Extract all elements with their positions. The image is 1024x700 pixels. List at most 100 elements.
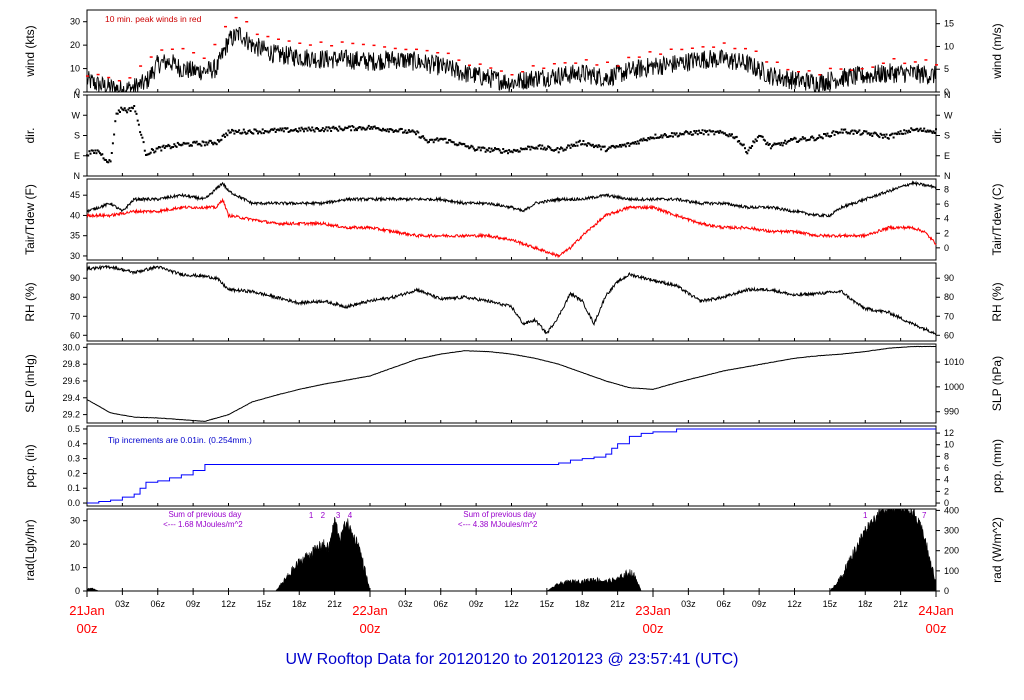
data-point-direction xyxy=(394,129,397,132)
data-point-direction xyxy=(399,127,402,130)
data-point-direction xyxy=(838,131,841,134)
data-point-direction xyxy=(885,133,888,136)
data-point-direction xyxy=(443,137,446,140)
data-point-direction xyxy=(623,143,626,146)
data-point-direction xyxy=(418,136,421,139)
right-tick-label-wind: 10 xyxy=(944,41,954,51)
data-point-direction xyxy=(687,132,690,135)
data-point-direction xyxy=(884,135,887,138)
data-point-direction xyxy=(787,140,790,142)
data-point-direction xyxy=(202,141,205,144)
data-point-direction xyxy=(297,130,300,133)
data-point-direction xyxy=(525,148,528,151)
data-point-direction xyxy=(305,127,308,130)
data-point-direction xyxy=(603,145,606,148)
data-point-peak xyxy=(446,52,450,55)
left-tick-label-rh: 80 xyxy=(70,292,80,302)
data-point-direction xyxy=(449,139,452,142)
data-point-direction xyxy=(137,123,140,126)
data-point-direction xyxy=(344,126,347,129)
data-point-direction xyxy=(315,127,318,129)
data-point-direction xyxy=(104,159,107,161)
data-point-peak xyxy=(754,50,758,52)
data-point-direction xyxy=(628,144,631,147)
data-point-direction xyxy=(162,144,165,147)
right-tick-label-slp: 1010 xyxy=(944,357,964,367)
data-point-direction xyxy=(278,129,281,132)
solar-hour-label: 7 xyxy=(922,511,927,520)
data-point-direction xyxy=(226,134,229,137)
data-point-direction xyxy=(488,147,491,150)
data-point-direction xyxy=(415,133,417,136)
data-point-direction xyxy=(219,139,222,142)
data-point-peak xyxy=(255,33,259,36)
x-tick-label: 15z xyxy=(540,599,555,609)
data-point-direction xyxy=(831,131,834,134)
data-point-direction xyxy=(903,129,906,132)
data-point-direction xyxy=(728,133,731,136)
data-point-direction xyxy=(262,132,265,135)
data-point-direction xyxy=(300,126,303,129)
data-point-direction xyxy=(391,129,394,132)
data-point-direction xyxy=(650,137,653,140)
left-tick-label-pcp: 0.2 xyxy=(67,468,80,478)
data-point-direction xyxy=(236,130,239,133)
data-point-direction xyxy=(419,136,422,139)
data-point-direction xyxy=(669,135,672,138)
left-tick-label-wind: 30 xyxy=(70,17,80,27)
data-point-direction xyxy=(145,154,147,156)
data-point-direction xyxy=(423,137,426,140)
x-tick-label: 03z xyxy=(681,599,696,609)
data-point-direction xyxy=(933,132,936,134)
left-tick-label-slp: 29.4 xyxy=(62,393,80,403)
data-point-direction xyxy=(281,127,284,130)
data-point-direction xyxy=(589,143,592,146)
data-point-direction xyxy=(703,129,706,132)
day-label-time: 00z xyxy=(643,621,664,636)
data-point-peak xyxy=(340,41,344,43)
panel-frame-slp xyxy=(86,343,937,424)
data-point-direction xyxy=(444,137,447,140)
data-point-direction xyxy=(636,140,639,143)
data-point-direction xyxy=(416,130,419,133)
data-point-direction xyxy=(528,145,531,148)
data-point-direction xyxy=(288,130,291,133)
data-point-direction xyxy=(353,129,356,132)
data-point-direction xyxy=(442,138,445,141)
data-point-direction xyxy=(130,106,133,109)
data-point-direction xyxy=(323,130,325,133)
data-point-direction xyxy=(692,133,695,136)
data-point-direction xyxy=(347,125,350,128)
data-point-direction xyxy=(249,131,252,134)
data-point-peak xyxy=(881,62,885,64)
data-point-direction xyxy=(718,131,720,134)
data-point-peak xyxy=(606,61,609,63)
data-point-direction xyxy=(696,133,699,136)
data-point-direction xyxy=(425,139,428,142)
x-tick-label: 06z xyxy=(716,599,731,609)
data-point-direction xyxy=(707,133,710,136)
data-point-peak xyxy=(627,56,631,59)
data-point-direction xyxy=(354,127,357,130)
data-point-direction xyxy=(446,141,449,144)
data-point-direction xyxy=(212,143,215,146)
ylabel-left-rh: RH (%) xyxy=(23,282,37,321)
data-point-peak xyxy=(213,43,217,46)
data-point-direction xyxy=(557,151,560,154)
right-tick-label-temp: 2 xyxy=(944,228,949,238)
data-point-direction xyxy=(483,147,486,150)
data-point-peak xyxy=(701,46,705,48)
data-point-direction xyxy=(376,127,379,130)
data-point-direction xyxy=(161,145,164,148)
data-point-direction xyxy=(478,146,481,149)
data-point-direction xyxy=(400,128,403,130)
data-point-direction xyxy=(563,148,566,151)
data-point-direction xyxy=(811,135,814,138)
right-tick-label-dir: E xyxy=(944,151,950,161)
data-point-direction xyxy=(931,131,934,134)
data-point-direction xyxy=(548,146,551,148)
data-point-direction xyxy=(176,141,179,144)
day-label-time: 00z xyxy=(926,621,947,636)
data-point-direction xyxy=(695,130,698,132)
